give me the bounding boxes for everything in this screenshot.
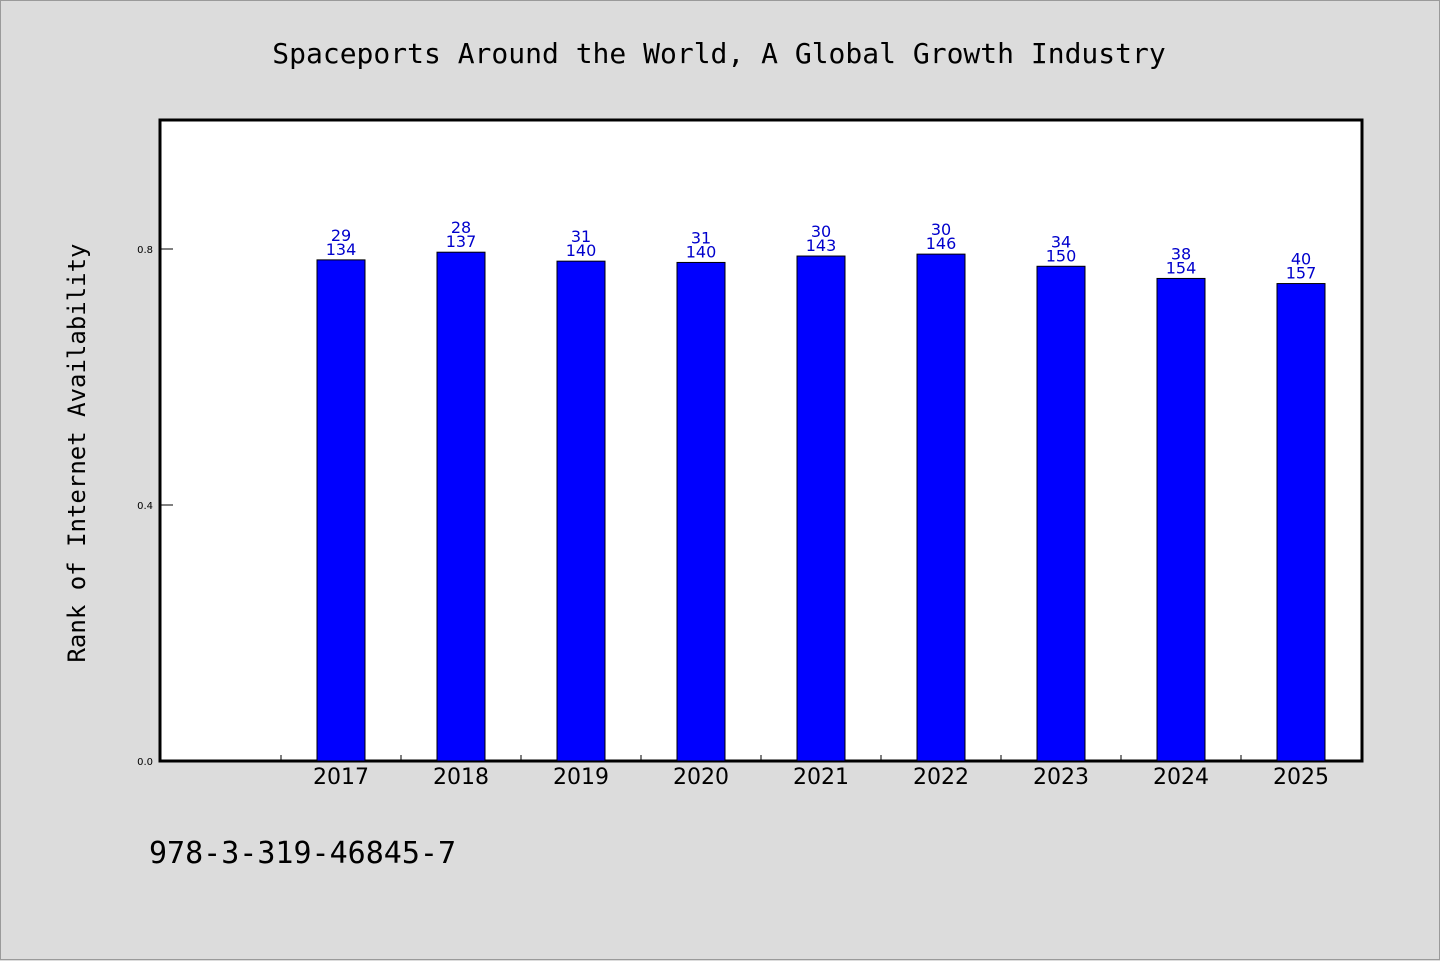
bar-label-top: 40: [1291, 250, 1311, 269]
bar-label-top: 34: [1051, 232, 1071, 251]
bar-2020: [676, 261, 726, 762]
bar-label-bottom: 146: [926, 234, 957, 253]
isbn-footer: 978-3-319-46845-7: [149, 836, 456, 871]
x-tick-label: 2021: [793, 765, 849, 790]
bar-2022: [916, 253, 966, 762]
x-tick-label: 2017: [313, 765, 369, 790]
bar-label-bottom: 137: [446, 232, 477, 251]
bar-label-top: 31: [691, 228, 711, 247]
x-axis: 2017 2018 2019 2020 2021 2022 2023 2024 2025: [280, 755, 1329, 790]
bar-2017: [316, 259, 366, 762]
bar-label-bottom: 140: [686, 242, 717, 261]
bars: [316, 251, 1326, 762]
x-tick-label: 2024: [1153, 765, 1209, 790]
bar-2021: [796, 255, 846, 762]
bar-2023: [1036, 265, 1086, 762]
y-tick-label: 0.8: [137, 245, 153, 256]
bar-label-bottom: 157: [1286, 264, 1317, 283]
x-tick-label: 2020: [673, 765, 729, 790]
bar-label-top: 28: [451, 218, 471, 237]
bar-2018: [436, 251, 486, 762]
bar-2024: [1156, 277, 1206, 762]
y-axis: 0.0 0.4 0.8: [137, 245, 173, 768]
chart-title: Spaceports Around the World, A Global Gr…: [272, 37, 1165, 70]
x-tick-label: 2018: [433, 765, 489, 790]
bar-label-top: 29: [331, 226, 351, 245]
bar-2019: [556, 260, 606, 762]
y-tick-label: 0.4: [137, 501, 153, 512]
x-tick-label: 2023: [1033, 765, 1089, 790]
x-tick-label: 2019: [553, 765, 609, 790]
y-axis-label: Rank of Internet Availability: [63, 243, 91, 662]
bar-label-bottom: 140: [566, 241, 597, 260]
bar-2025: [1276, 283, 1326, 762]
bar-label-bottom: 143: [806, 236, 837, 255]
bar-label-top: 38: [1171, 244, 1191, 263]
x-tick-label: 2022: [913, 765, 969, 790]
bar-label-bottom: 134: [326, 240, 357, 259]
y-tick-label: 0.0: [137, 757, 153, 768]
bar-label-bottom: 154: [1166, 258, 1197, 277]
bar-label-top: 30: [811, 222, 831, 241]
bar-label-bottom: 150: [1046, 246, 1077, 265]
bar-label-top: 30: [931, 220, 951, 239]
bar-label-top: 31: [571, 227, 591, 246]
x-tick-label: 2025: [1273, 765, 1329, 790]
